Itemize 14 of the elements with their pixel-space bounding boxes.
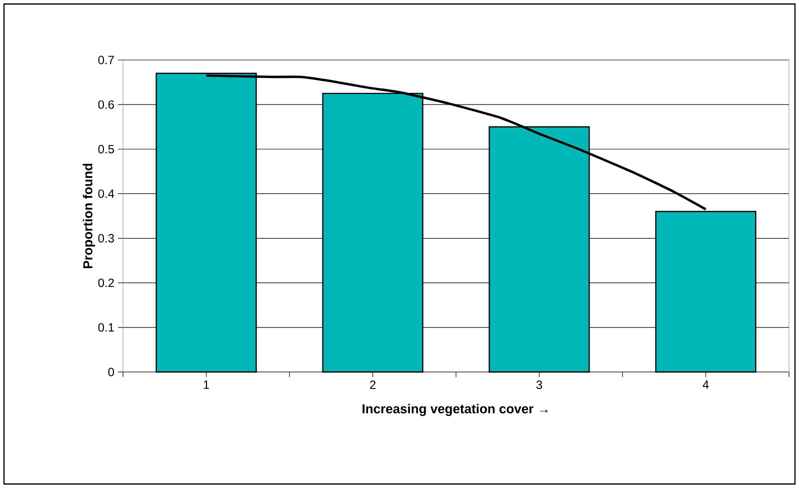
y-tick-label: 0.2 <box>98 278 114 288</box>
x-tick-label: 2 <box>370 380 376 389</box>
y-tick-label: 0.6 <box>98 100 114 109</box>
x-tick-label: 3 <box>536 380 542 390</box>
x-tick-label: 4 <box>702 380 709 389</box>
y-tick-label: 0.4 <box>98 189 114 198</box>
y-tick-label: 0.5 <box>98 144 114 154</box>
y-tick-label: 0 <box>108 368 114 376</box>
x-axis-title: Increasing vegetation cover → <box>362 404 548 416</box>
y-axis-title: Proportion found <box>82 164 95 268</box>
y-tick-label: 0.3 <box>98 234 114 243</box>
y-tick-label: 0.7 <box>98 56 114 64</box>
x-tick-label: 1 <box>204 380 210 389</box>
y-tick-label: 0.1 <box>98 323 114 332</box>
